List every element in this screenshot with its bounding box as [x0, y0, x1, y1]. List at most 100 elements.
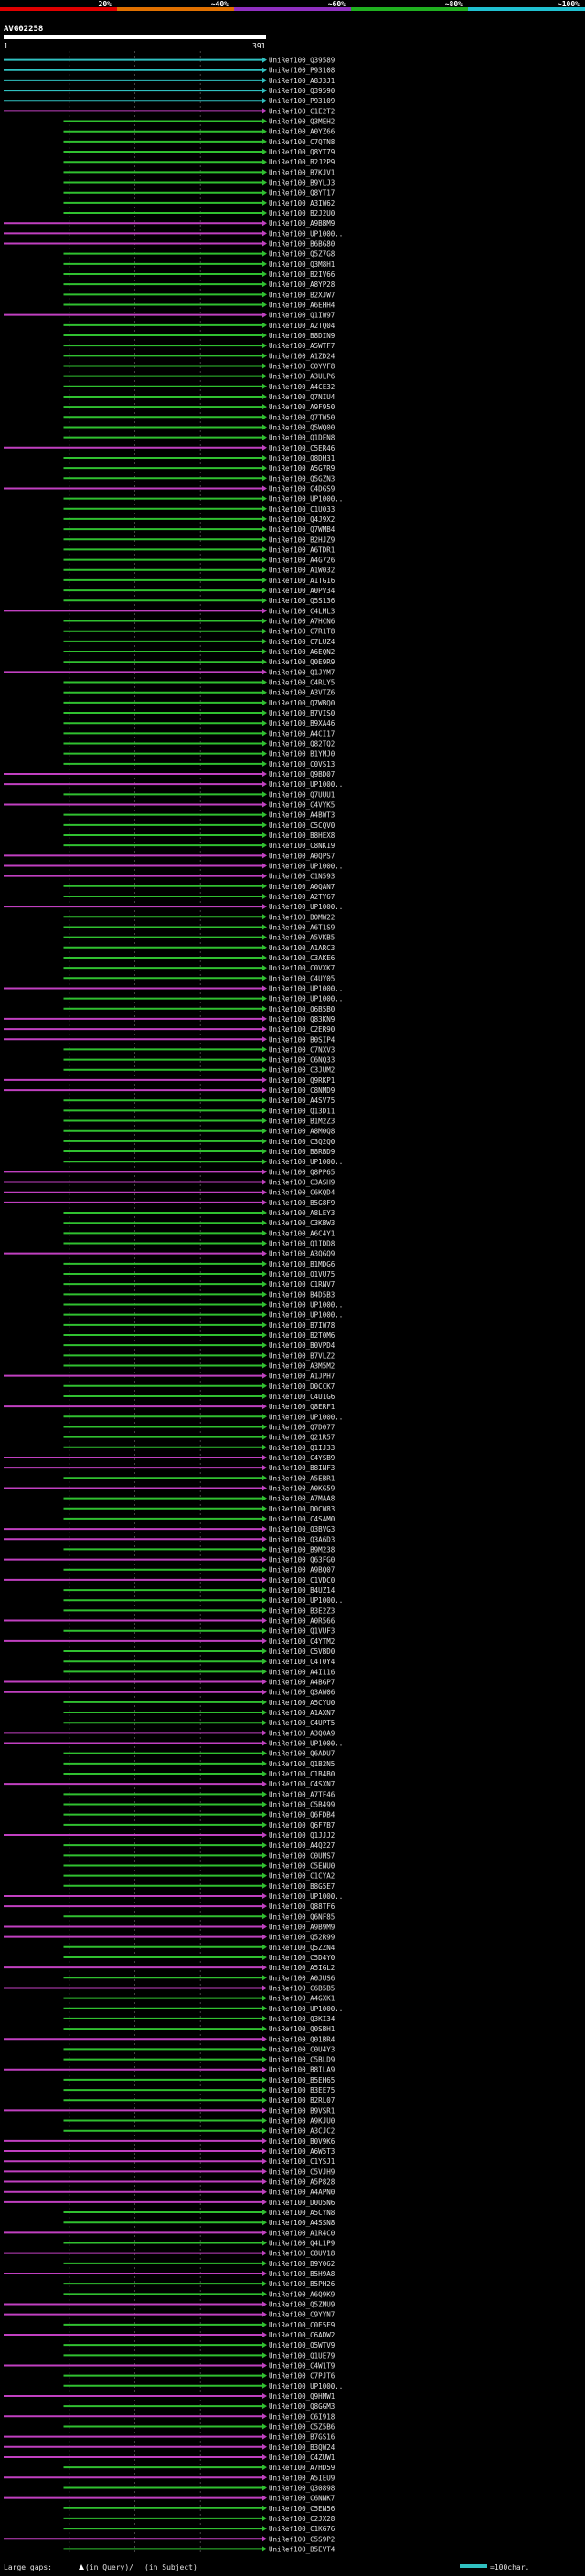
hit-label[interactable]: UniRef100_A3M5M2	[269, 1362, 335, 1370]
hit-label[interactable]: UniRef100_B1MDG6	[269, 1260, 335, 1268]
hit-row[interactable]: UniRef100_A1AXN7	[63, 1709, 335, 1717]
hit-label[interactable]: UniRef100_C4DGS9	[269, 484, 335, 493]
hit-row[interactable]: UniRef100_UP1000..	[63, 2005, 343, 2013]
hit-row[interactable]: UniRef100_UP1000..	[63, 1596, 343, 1605]
hit-label[interactable]: UniRef100_Q13D11	[269, 1107, 335, 1115]
hit-row[interactable]: UniRef100_A7HD59	[63, 2464, 335, 2472]
hit-label[interactable]: UniRef100_A4BWT3	[269, 811, 335, 820]
hit-row[interactable]: UniRef100_Q1JYM7	[4, 668, 335, 676]
hit-label[interactable]: UniRef100_D0CCK7	[269, 1383, 335, 1391]
hit-label[interactable]: UniRef100_UP1000..	[269, 862, 343, 870]
hit-row[interactable]: UniRef100_A5EBR1	[63, 1474, 335, 1482]
hit-row[interactable]: UniRef100_B2T0M6	[63, 1331, 335, 1340]
hit-label[interactable]: UniRef100_A8YP28	[269, 281, 335, 289]
hit-row[interactable]: UniRef100_A0PV34	[63, 587, 335, 595]
hit-row[interactable]: UniRef100_Q8YT79	[63, 148, 335, 156]
hit-label[interactable]: UniRef100_A4G726	[269, 557, 335, 565]
hit-row[interactable]: UniRef100_C8NMD9	[4, 1087, 335, 1095]
hit-label[interactable]: UniRef100_UP1000..	[269, 1740, 343, 1748]
hit-label[interactable]: UniRef100_C1KG76	[269, 2525, 335, 2533]
hit-label[interactable]: UniRef100_Q52R99	[269, 1934, 335, 1942]
hit-row[interactable]: UniRef100_C8UV18	[4, 2250, 335, 2258]
hit-label[interactable]: UniRef100_UP1000..	[269, 995, 343, 1003]
hit-row[interactable]: UniRef100_C6ADW2	[4, 2331, 335, 2339]
hit-label[interactable]: UniRef100_Q8YT17	[269, 189, 335, 197]
hit-row[interactable]: UniRef100_Q1B2N5	[63, 1760, 335, 1768]
hit-label[interactable]: UniRef100_Q1IJ33	[269, 1444, 335, 1452]
hit-row[interactable]: UniRef100_C3KBW3	[63, 1219, 335, 1227]
hit-row[interactable]: UniRef100_C4RLY5	[63, 679, 335, 687]
hit-label[interactable]: UniRef100_C3KBW3	[269, 1219, 335, 1227]
hit-row[interactable]: UniRef100_A6W5T3	[4, 2147, 335, 2156]
hit-row[interactable]: UniRef100_B0VPD4	[63, 1341, 335, 1350]
hit-row[interactable]: UniRef100_UP1000..	[4, 862, 343, 870]
hit-row[interactable]: UniRef100_Q1DEN8	[63, 434, 335, 442]
hit-label[interactable]: UniRef100_C3ASH9	[269, 1179, 335, 1187]
hit-row[interactable]: UniRef100_A3QGQ9	[4, 1250, 335, 1258]
hit-label[interactable]: UniRef100_B8DIN9	[269, 332, 335, 340]
hit-row[interactable]: UniRef100_D0U5N6	[4, 2199, 335, 2207]
hit-row[interactable]: UniRef100_UP1000..	[63, 995, 343, 1003]
hit-row[interactable]: UniRef100_Q52R99	[4, 1934, 335, 1942]
hit-label[interactable]: UniRef100_C4LML3	[269, 607, 335, 615]
hit-row[interactable]: UniRef100_P93109	[4, 97, 335, 105]
hit-label[interactable]: UniRef100_A0KG59	[269, 1484, 335, 1492]
hit-label[interactable]: UniRef100_B7KJV1	[269, 168, 335, 176]
hit-label[interactable]: UniRef100_B8INF3	[269, 1464, 335, 1472]
hit-label[interactable]: UniRef100_C5CQV0	[269, 822, 335, 830]
hit-label[interactable]: UniRef100_A4CI17	[269, 729, 335, 737]
hit-label[interactable]: UniRef100_C4T0Y4	[269, 1658, 335, 1666]
hit-label[interactable]: UniRef100_A5IGL2	[269, 1964, 335, 1972]
hit-label[interactable]: UniRef100_C1VDC0	[269, 1576, 335, 1585]
hit-label[interactable]: UniRef100_C8UV18	[269, 2250, 335, 2258]
hit-row[interactable]: UniRef100_Q3MEH2	[63, 118, 335, 126]
hit-label[interactable]: UniRef100_Q3BVG3	[269, 1525, 335, 1533]
hit-row[interactable]: UniRef100_C8NK19	[63, 842, 335, 850]
hit-label[interactable]: UniRef100_Q5ZMU9	[269, 2301, 335, 2309]
hit-label[interactable]: UniRef100_A2TQ04	[269, 322, 335, 330]
hit-label[interactable]: UniRef100_B0MW22	[269, 913, 335, 921]
hit-row[interactable]: UniRef100_A7MAA8	[63, 1495, 335, 1503]
hit-label[interactable]: UniRef100_A1ARC3	[269, 944, 335, 952]
hit-label[interactable]: UniRef100_C5D4Y0	[269, 1954, 335, 1962]
hit-label[interactable]: UniRef100_A6EHH4	[269, 302, 335, 310]
hit-row[interactable]: UniRef100_C1YSJ1	[4, 2157, 335, 2166]
hit-label[interactable]: UniRef100_B0SIP4	[269, 1035, 335, 1044]
hit-label[interactable]: UniRef100_A4GXK1	[269, 1995, 335, 2003]
hit-label[interactable]: UniRef100_A0QAN7	[269, 883, 335, 891]
hit-label[interactable]: UniRef100_Q1VUF3	[269, 1627, 335, 1636]
hit-label[interactable]: UniRef100_UP1000..	[269, 229, 343, 238]
hit-row[interactable]: UniRef100_Q39590	[4, 87, 335, 95]
hit-row[interactable]: UniRef100_UP1000..	[4, 984, 343, 992]
hit-row[interactable]: UniRef100_A3M5M2	[63, 1362, 335, 1370]
hit-row[interactable]: UniRef100_Q1IDD8	[63, 1240, 335, 1248]
hit-label[interactable]: UniRef100_A4APN0	[269, 2189, 335, 2197]
hit-label[interactable]: UniRef100_Q1DEN8	[269, 434, 335, 442]
hit-row[interactable]: UniRef100_UP1000..	[4, 780, 343, 789]
hit-row[interactable]: UniRef100_A7HCN6	[63, 618, 335, 626]
hit-label[interactable]: UniRef100_B0V9K6	[269, 2137, 335, 2146]
hit-label[interactable]: UniRef100_Q3M8H1	[269, 260, 335, 269]
hit-label[interactable]: UniRef100_C0U4Y3	[269, 2045, 335, 2053]
hit-label[interactable]: UniRef100_B5EH65	[269, 2076, 335, 2084]
hit-label[interactable]: UniRef100_C9YYN7	[269, 2311, 335, 2319]
hit-label[interactable]: UniRef100_B2XJW7	[269, 291, 335, 299]
hit-label[interactable]: UniRef100_C3JUM2	[269, 1066, 335, 1075]
hit-row[interactable]: UniRef100_A2TY67	[63, 893, 335, 901]
hit-row[interactable]: UniRef100_A9F950	[63, 403, 335, 411]
hit-label[interactable]: UniRef100_UP1000..	[269, 903, 343, 911]
hit-row[interactable]: UniRef100_UP1000..	[63, 2382, 343, 2390]
hit-label[interactable]: UniRef100_A9F950	[269, 403, 335, 411]
hit-row[interactable]: UniRef100_C4DGS9	[4, 484, 335, 493]
hit-label[interactable]: UniRef100_P93109	[269, 97, 335, 105]
hit-label[interactable]: UniRef100_UP1000..	[269, 1301, 343, 1309]
hit-label[interactable]: UniRef100_Q1UE79	[269, 2351, 335, 2359]
hit-label[interactable]: UniRef100_C4SAM0	[269, 1515, 335, 1523]
hit-label[interactable]: UniRef100_C4ZUW1	[269, 2454, 335, 2462]
hit-label[interactable]: UniRef100_C8NK19	[269, 842, 335, 850]
hit-label[interactable]: UniRef100_A3IW62	[269, 199, 335, 207]
hit-label[interactable]: UniRef100_Q7UUU1	[269, 790, 335, 799]
hit-label[interactable]: UniRef100_A5CYU0	[269, 1699, 335, 1707]
hit-row[interactable]: UniRef100_Q5S136	[63, 597, 335, 605]
hit-row[interactable]: UniRef100_C4U1G6	[63, 1393, 335, 1401]
